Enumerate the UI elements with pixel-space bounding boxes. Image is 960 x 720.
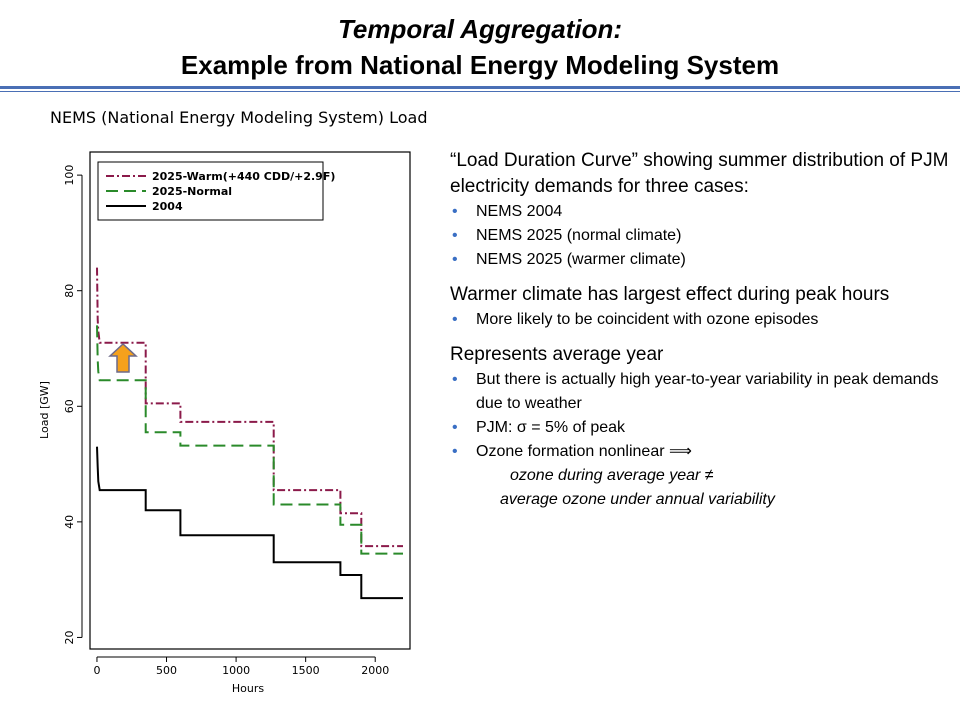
y-tick-label: 40 — [63, 515, 76, 529]
legend-label-1: 2025-Normal — [152, 185, 232, 198]
warmer-heading: Warmer climate has largest effect during… — [450, 284, 890, 305]
x-tick-label: 1000 — [222, 664, 250, 677]
case-item: NEMS 2025 (warmer climate) — [450, 248, 950, 272]
legend-label-2: 2004 — [152, 200, 183, 213]
series-line-1 — [96, 325, 403, 555]
plot-frame — [89, 151, 411, 650]
case-item: NEMS 2004 — [450, 200, 950, 224]
intro-text: “Load Duration Curve” showing summer dis… — [450, 150, 949, 197]
case-item: NEMS 2025 (normal climate) — [450, 224, 950, 248]
increase-arrow-icon — [108, 342, 138, 373]
warmer-list: More likely to be coincident with ozone … — [450, 308, 950, 332]
x-tick-label: 1500 — [292, 664, 320, 677]
y-tick-label: 80 — [63, 284, 76, 298]
header-divider — [0, 86, 960, 89]
average-bullet: But there is actually high year-to-year … — [450, 368, 950, 416]
ozone-note-line1: ozone during average year ≠ — [510, 467, 714, 484]
warmer-bullet: More likely to be coincident with ozone … — [450, 308, 950, 332]
series-line-0 — [96, 267, 403, 548]
average-bullet: PJM: σ = 5% of peak — [450, 416, 950, 440]
average-heading: Represents average year — [450, 344, 664, 365]
average-bullet: Ozone formation nonlinear ⟹ — [450, 440, 950, 464]
x-axis-label: Hours — [232, 682, 264, 695]
ozone-note-line2: average ozone under annual variability — [500, 491, 775, 508]
x-tick-label: 500 — [156, 664, 177, 677]
series-line-2 — [96, 446, 403, 600]
y-tick-label: 60 — [63, 399, 76, 413]
header-divider-thin — [0, 91, 960, 92]
slide-title: Temporal Aggregation: — [337, 14, 623, 44]
description-panel: “Load Duration Curve” showing summer dis… — [450, 148, 950, 512]
average-list: But there is actually high year-to-year … — [450, 368, 950, 464]
x-tick-label: 2000 — [361, 664, 389, 677]
legend-label-0: 2025-Warm(+440 CDD/+2.9F) — [152, 170, 335, 183]
cases-list: NEMS 2004 NEMS 2025 (normal climate) NEM… — [450, 200, 950, 272]
y-tick-label: 100 — [63, 165, 76, 186]
chart-title: NEMS (National Energy Modeling System) L… — [50, 108, 428, 127]
x-tick-label: 0 — [93, 664, 100, 677]
slide-subtitle: Example from National Energy Modeling Sy… — [180, 50, 780, 80]
y-tick-label: 20 — [63, 630, 76, 644]
y-axis-label: Load [GW] — [38, 381, 51, 439]
chart-legend: 2025-Warm(+440 CDD/+2.9F) 2025-Normal 2004 — [97, 161, 335, 221]
